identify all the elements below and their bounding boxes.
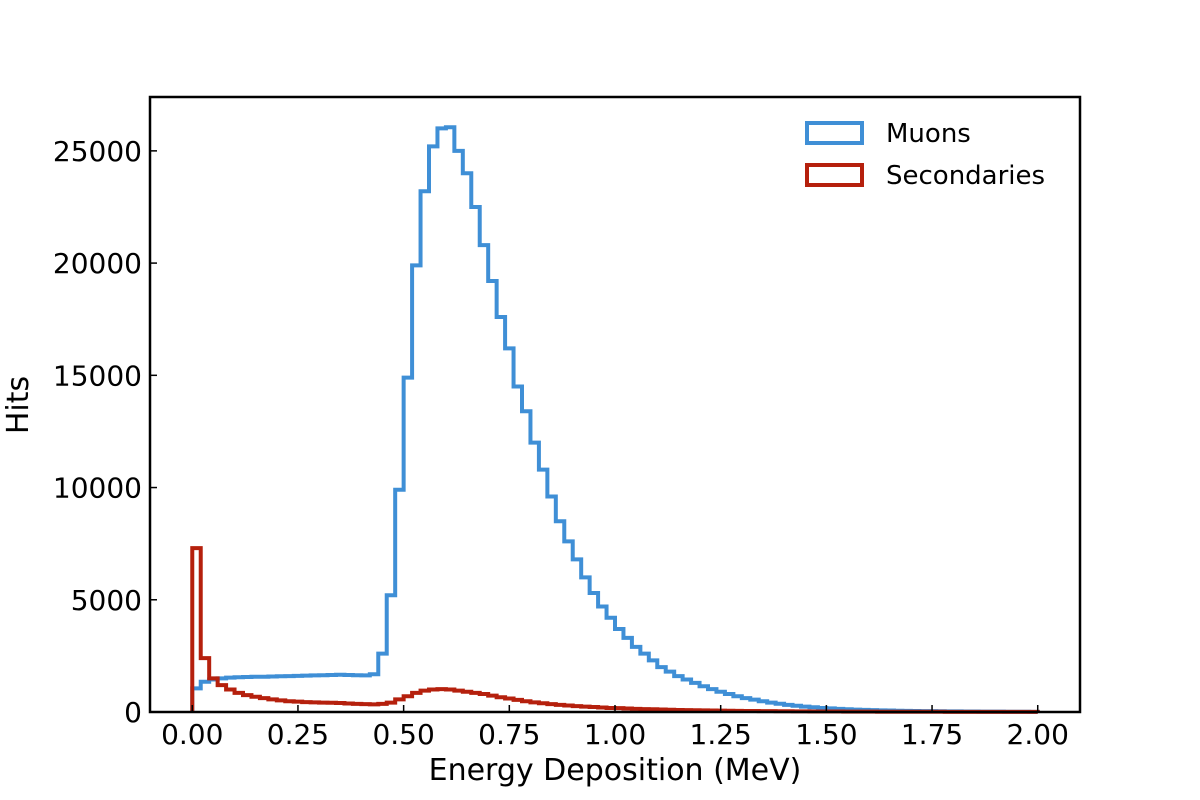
- x-tick-label: 0.25: [267, 718, 329, 751]
- x-tick-label: 2.00: [1007, 718, 1069, 751]
- legend-label-secondaries: Secondaries: [886, 161, 1045, 191]
- legend: Muons Secondaries: [805, 119, 1045, 191]
- x-axis-ticks: 0.00 0.25 0.50 0.75 1.00 1.25 1.50 1.75 2.00: [161, 705, 1069, 751]
- legend-swatch-muons: [805, 121, 864, 145]
- x-tick-label: 1.75: [901, 718, 963, 751]
- legend-label-muons: Muons: [886, 119, 971, 149]
- x-tick-label: 0.75: [478, 718, 540, 751]
- y-axis-ticks: 0 5000 10000 15000 20000 25000: [53, 135, 157, 729]
- y-tick-label: 20000: [53, 247, 142, 280]
- x-tick-label: 1.00: [584, 718, 646, 751]
- y-tick-label: 5000: [71, 584, 142, 617]
- x-axis-label: Energy Deposition (MeV): [429, 753, 802, 788]
- y-tick-label: 10000: [53, 472, 142, 505]
- y-tick-label: 25000: [53, 135, 142, 168]
- y-tick-label: 15000: [53, 359, 142, 392]
- y-tick-label: 0: [124, 696, 142, 729]
- y-axis-label: Hits: [1, 376, 36, 434]
- x-tick-label: 0.00: [161, 718, 223, 751]
- x-tick-label: 1.25: [690, 718, 752, 751]
- x-tick-label: 1.50: [795, 718, 857, 751]
- legend-swatch-secondaries: [805, 163, 864, 187]
- x-tick-label: 0.50: [372, 718, 434, 751]
